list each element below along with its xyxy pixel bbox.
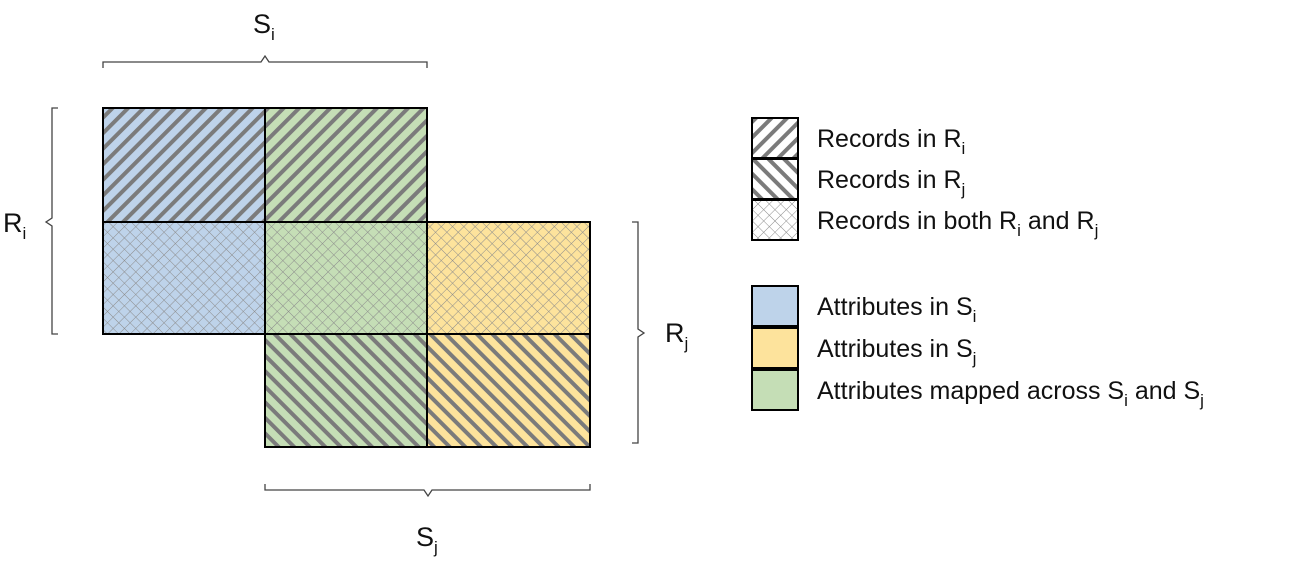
top-bracket bbox=[102, 54, 428, 68]
legend-label-stripe-rj: Records in Rj bbox=[817, 166, 965, 199]
legend-label-green: Attributes mapped across Si and Sj bbox=[817, 377, 1204, 410]
right-axis-label: Rj bbox=[665, 318, 688, 353]
cell-r2-c3 bbox=[426, 221, 591, 335]
legend-label-stripe-ri: Records in Ri bbox=[817, 125, 965, 158]
bottom-axis-label: Sj bbox=[416, 522, 438, 557]
legend-swatch-blue bbox=[751, 285, 799, 327]
cell-r1-c2 bbox=[264, 107, 428, 223]
cell-r2-c1-pattern bbox=[102, 221, 266, 335]
legend-swatch-stripe-rj bbox=[751, 158, 799, 200]
brackets bbox=[44, 54, 646, 498]
cell-r2-c3-pattern bbox=[426, 221, 591, 335]
cell-r3-c3-pattern bbox=[426, 333, 591, 448]
legend-swatch-cross-both bbox=[751, 199, 799, 241]
cell-r3-c2-pattern bbox=[264, 333, 428, 448]
legend-label-yellow: Attributes in Sj bbox=[817, 335, 976, 368]
cell-r1-c1-pattern bbox=[102, 107, 266, 223]
cell-r1-c2-pattern bbox=[264, 107, 428, 223]
cell-r2-c2 bbox=[264, 221, 428, 335]
legend-swatch-green bbox=[751, 369, 799, 411]
legend: Records in Ri Records in Rj Records in bot… bbox=[751, 117, 1204, 411]
legend-label-blue: Attributes in Si bbox=[817, 293, 976, 326]
cell-r2-c1 bbox=[102, 221, 266, 335]
legend-label-cross-both: Records in both Ri and Rj bbox=[817, 207, 1098, 240]
cell-r3-c2 bbox=[264, 333, 428, 448]
top-axis-label: Si bbox=[253, 9, 275, 44]
left-axis-label: Ri bbox=[3, 208, 26, 243]
right-bracket bbox=[632, 221, 646, 444]
grid-cells bbox=[102, 107, 591, 448]
left-bracket bbox=[44, 107, 58, 335]
cell-r3-c3 bbox=[426, 333, 591, 448]
bottom-bracket bbox=[264, 484, 591, 498]
cell-r1-c1 bbox=[102, 107, 266, 223]
legend-swatch-yellow bbox=[751, 327, 799, 369]
cell-r2-c2-pattern bbox=[264, 221, 428, 335]
legend-swatch-stripe-ri bbox=[751, 117, 799, 159]
